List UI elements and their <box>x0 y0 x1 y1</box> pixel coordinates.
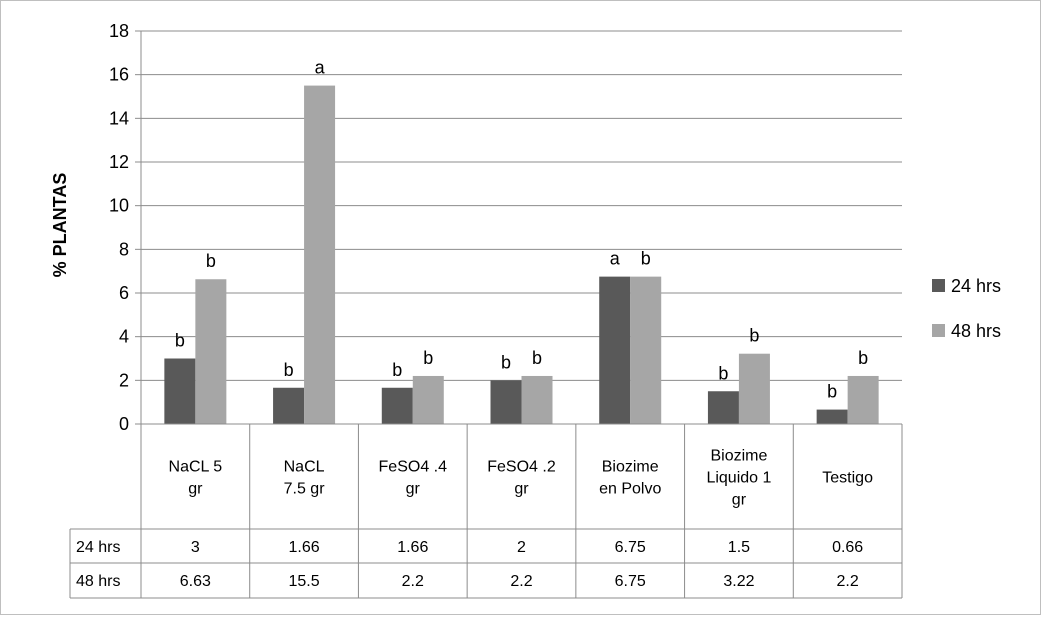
category-label: NaCL <box>284 459 325 476</box>
y-tick-label: 14 <box>109 108 129 128</box>
table-cell: 6.75 <box>615 539 646 556</box>
y-tick-label: 4 <box>119 327 129 347</box>
significance-label: b <box>175 331 185 351</box>
table-cell: 2.2 <box>837 573 859 590</box>
category-label: 7.5 gr <box>284 481 326 498</box>
bar <box>599 276 631 424</box>
table-cell: 3.22 <box>723 573 754 590</box>
category-label: Liquido 1 <box>706 470 771 487</box>
table-cell: 15.5 <box>289 573 320 590</box>
category-label: gr <box>188 481 203 498</box>
category-label: Testigo <box>822 470 873 487</box>
bar <box>490 380 522 424</box>
bar <box>195 279 227 424</box>
significance-label: b <box>749 326 759 346</box>
table-cell: 1.66 <box>289 539 320 556</box>
category-label: NaCL 5 <box>169 459 223 476</box>
bar <box>164 358 196 424</box>
category-label: gr <box>732 492 747 509</box>
significance-label: b <box>423 348 433 368</box>
significance-label: b <box>284 360 294 380</box>
category-label: Biozime <box>602 459 659 476</box>
significance-label: b <box>501 352 511 372</box>
bar <box>816 409 848 424</box>
table-cell: 6.63 <box>180 573 211 590</box>
category-label: Biozime <box>710 448 767 465</box>
y-tick-label: 12 <box>109 152 129 172</box>
bar <box>273 387 305 424</box>
significance-label: b <box>827 382 837 402</box>
significance-label: b <box>392 360 402 380</box>
bar <box>738 353 770 424</box>
significance-label: b <box>641 249 651 269</box>
significance-label: a <box>610 249 621 269</box>
axes: 0 2 4 6 8 10 12 14 16 18 <box>109 21 902 598</box>
bar <box>381 387 413 424</box>
table-cell: 0.66 <box>832 539 863 556</box>
bar <box>521 375 553 424</box>
category-label: gr <box>514 481 529 498</box>
y-tick-label: 2 <box>119 370 129 390</box>
y-tick-label: 18 <box>109 21 129 41</box>
table-series-label: 48 hrs <box>76 573 120 590</box>
significance-label: b <box>532 348 542 368</box>
bar <box>412 375 444 424</box>
table-cell: 6.75 <box>615 573 646 590</box>
category-label: FeSO4 .2 <box>487 459 556 476</box>
significance-label: b <box>206 251 216 271</box>
y-tick-label: 6 <box>119 283 129 303</box>
legend-swatch <box>932 324 945 337</box>
bar <box>304 85 336 424</box>
legend-label: 24 hrs <box>951 276 1001 296</box>
table-cell: 2 <box>517 539 526 556</box>
table-cell: 1.66 <box>397 539 428 556</box>
gridlines <box>141 30 902 381</box>
legend-label: 48 hrs <box>951 321 1001 341</box>
y-tick-label: 10 <box>109 196 129 216</box>
y-tick-label: 16 <box>109 65 129 85</box>
table-cell: 3 <box>191 539 200 556</box>
y-tick-label: 0 <box>119 414 129 434</box>
category-label: en Polvo <box>599 481 661 498</box>
data-table: NaCL 5 gr NaCL 7.5 gr FeSO4 .4 gr FeSO4 .2 gr Bi… <box>69 424 903 599</box>
bar <box>707 391 739 424</box>
table-cell: 2.2 <box>510 573 532 590</box>
bar <box>847 375 879 424</box>
significance-label: b <box>718 363 728 383</box>
table-cell: 1.5 <box>728 539 750 556</box>
bar <box>630 276 662 424</box>
legend-swatch <box>932 279 945 292</box>
table-cell: 2.2 <box>402 573 424 590</box>
y-axis-label: % PLANTAS <box>50 173 70 278</box>
legend: 24 hrs 48 hrs <box>932 276 1001 341</box>
category-label: gr <box>406 481 421 498</box>
category-label: FeSO4 .4 <box>379 459 448 476</box>
y-tick-label: 8 <box>119 239 129 259</box>
significance-label: b <box>858 348 868 368</box>
significance-label: a <box>315 58 326 78</box>
table-series-label: 24 hrs <box>76 539 120 556</box>
